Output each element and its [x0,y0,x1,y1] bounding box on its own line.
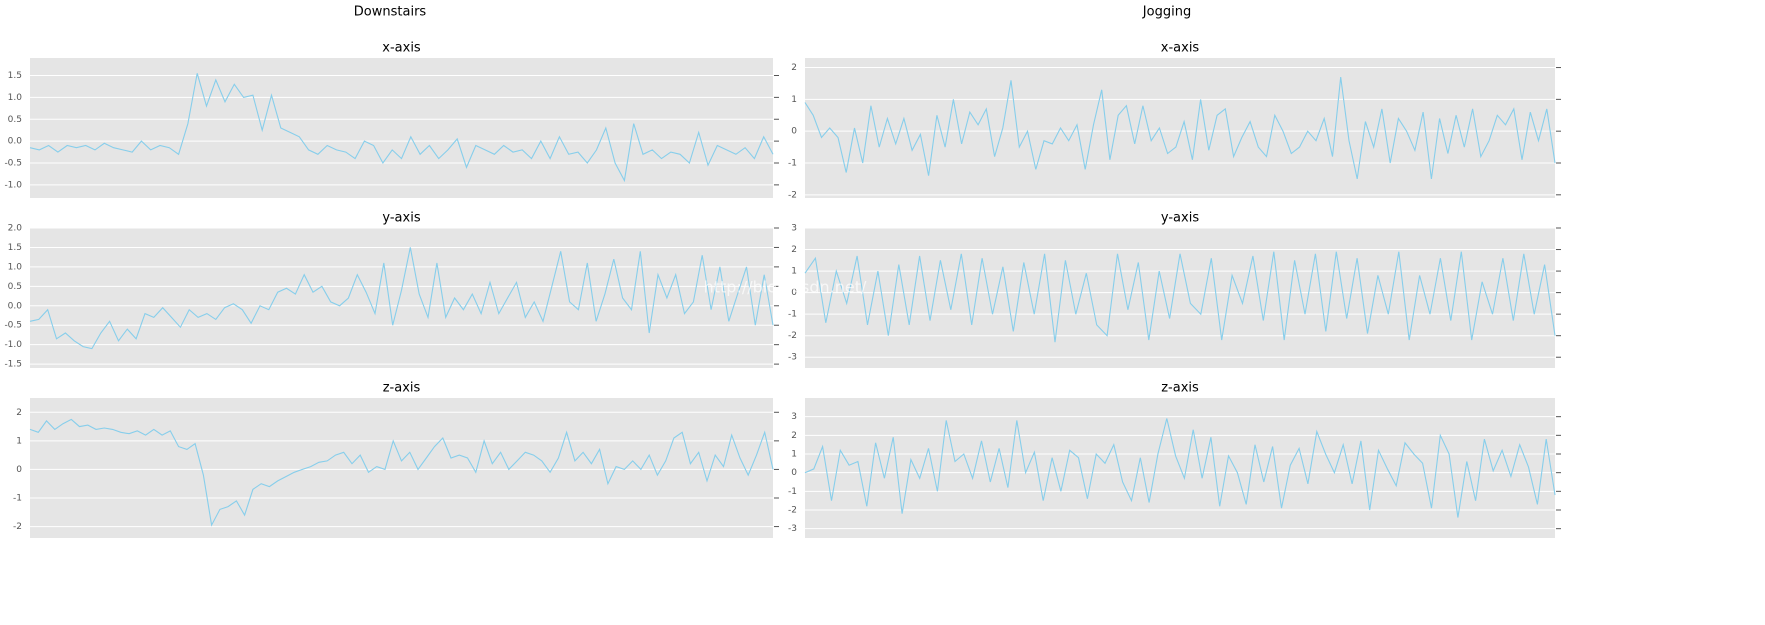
y-tick-label: -2 [788,190,797,200]
y-tick-label: -0.5 [4,159,22,169]
y-tick-label: 1.5 [8,243,22,253]
y-tick-label: -1 [788,159,797,169]
subplot-title: x-axis [382,41,421,56]
y-tick-label: 0.5 [8,282,22,292]
plot-background [30,398,773,538]
subplot-title: z-axis [383,381,421,396]
column-title: Jogging [1142,5,1191,20]
subplot-title: y-axis [382,211,420,226]
y-tick-label: 3 [791,224,797,234]
y-tick-label: 0 [16,465,22,475]
data-line [804,251,1556,343]
y-tick-label: 0 [791,468,797,478]
data-line [29,247,774,350]
data-line [29,418,774,527]
plot-background [30,228,773,368]
y-tick-label: 2.0 [8,224,23,234]
plot-background [30,58,773,198]
y-tick-label: 1 [16,436,22,446]
y-tick-label: 0.0 [8,137,23,147]
y-tick-label: 0.5 [8,115,22,125]
y-tick-label: 2 [791,245,797,255]
plot-background [805,228,1555,368]
y-tick-label: -2 [13,522,22,532]
y-tick-label: 1 [791,267,797,277]
y-tick-label: -3 [788,524,797,534]
y-tick-label: 1.5 [8,71,22,81]
y-tick-label: 1.0 [8,93,23,103]
subplot-title: x-axis [1161,41,1200,56]
y-tick-label: 0 [791,288,797,298]
y-tick-label: -1.5 [4,360,22,370]
data-line [804,418,1556,518]
y-tick-label: 0.0 [8,301,23,311]
watermark: http://blog.csdn.net/ [704,278,867,297]
y-tick-label: -1 [788,487,797,497]
y-tick-label: 1 [791,95,797,105]
plot-background [805,58,1555,198]
subplot-title: y-axis [1161,211,1199,226]
y-tick-label: -3 [788,353,797,363]
y-tick-label: -1 [13,494,22,504]
y-tick-label: 1.0 [8,262,23,272]
y-tick-label: -1.0 [4,180,22,190]
data-line [804,77,1556,180]
y-tick-label: 3 [791,412,797,422]
y-tick-label: 2 [791,431,797,441]
y-tick-label: 0 [791,127,797,137]
y-tick-label: -2 [788,331,797,341]
subplot-title: z-axis [1161,381,1199,396]
y-tick-label: -2 [788,506,797,516]
y-tick-label: -1 [788,310,797,320]
column-title: Downstairs [354,5,427,20]
y-tick-label: 2 [16,408,22,418]
data-line [29,73,774,183]
y-tick-label: -1.0 [4,340,22,350]
y-tick-label: 2 [791,63,797,73]
y-tick-label: -0.5 [4,321,22,331]
y-tick-label: 1 [791,450,797,460]
